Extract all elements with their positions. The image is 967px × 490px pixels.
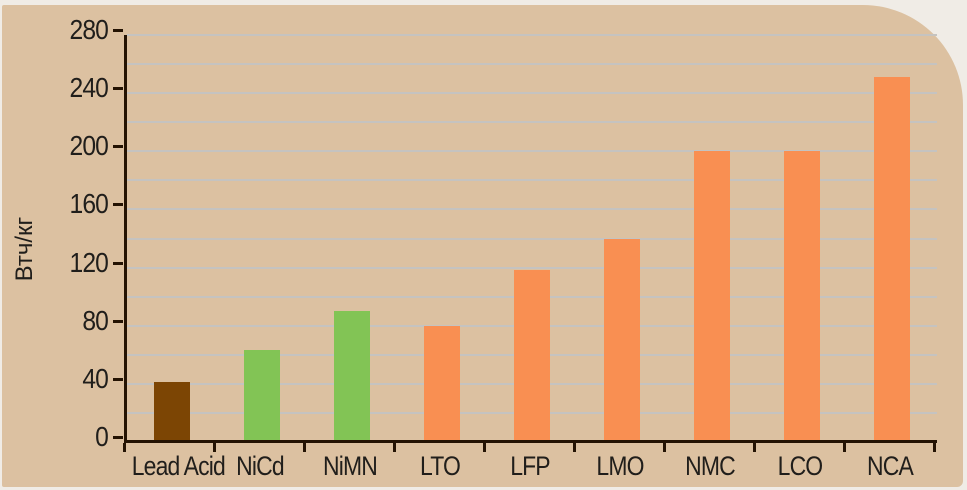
x-category-label: LMO bbox=[596, 451, 644, 481]
bar-lco bbox=[784, 151, 820, 442]
x-category-label: Lead Acid bbox=[131, 451, 226, 481]
bar-lmo bbox=[604, 238, 640, 442]
y-axis-tick bbox=[113, 436, 123, 439]
gridline bbox=[127, 150, 937, 153]
x-category-label: LTO bbox=[420, 451, 461, 481]
y-axis-tick bbox=[113, 145, 123, 149]
y-tick-label: 0 bbox=[95, 421, 109, 452]
x-category-label: LFP bbox=[510, 451, 550, 481]
y-tick-label: 200 bbox=[69, 130, 109, 162]
y-tick-label: 160 bbox=[69, 188, 109, 220]
bar-lto bbox=[424, 325, 460, 442]
gridline bbox=[127, 34, 937, 36]
x-axis-tick bbox=[573, 443, 576, 452]
x-axis-tick bbox=[933, 443, 936, 452]
y-axis-tick bbox=[113, 319, 123, 323]
gridline bbox=[127, 92, 937, 95]
gridline bbox=[127, 208, 937, 211]
x-axis-tick bbox=[393, 443, 396, 452]
y-tick-label: 120 bbox=[69, 246, 109, 278]
bar-lead-acid bbox=[154, 382, 190, 442]
x-axis-tick bbox=[843, 443, 846, 452]
x-category-label: NiCd bbox=[236, 451, 284, 481]
gridline bbox=[127, 266, 937, 269]
y-tick-label: 80 bbox=[82, 304, 109, 336]
chart-panel: Втч/кг 0 40 80 120 160 200 240 280 Lead Acid NiC… bbox=[2, 5, 963, 487]
x-category-label: NiMN bbox=[323, 451, 378, 481]
y-axis-tick bbox=[113, 377, 123, 381]
x-axis-tick bbox=[753, 443, 756, 452]
gridline bbox=[127, 63, 937, 66]
x-axis-tick bbox=[123, 443, 126, 452]
bar-nimn bbox=[334, 311, 370, 442]
gridline bbox=[127, 121, 937, 124]
x-axis-line bbox=[124, 440, 937, 443]
y-axis-tick bbox=[113, 261, 123, 265]
bar-nca bbox=[874, 77, 910, 442]
bar-nicd bbox=[244, 350, 280, 442]
y-axis-title: Втч/кг bbox=[11, 216, 38, 282]
y-tick-label: 280 bbox=[69, 14, 109, 45]
x-axis-tick bbox=[303, 443, 306, 452]
x-axis-tick bbox=[483, 443, 486, 452]
bar-lfp bbox=[514, 270, 550, 442]
y-axis-line bbox=[124, 35, 127, 443]
x-category-label: NCA bbox=[867, 451, 914, 481]
y-tick-label: 240 bbox=[69, 72, 109, 104]
x-category-label: NMC bbox=[685, 451, 736, 481]
x-axis-tick bbox=[663, 443, 666, 452]
gridline bbox=[127, 179, 937, 182]
y-axis-tick bbox=[113, 203, 123, 207]
x-category-label: LCO bbox=[777, 451, 824, 481]
y-tick-label: 40 bbox=[82, 362, 109, 394]
gridline bbox=[127, 237, 937, 240]
y-axis-tick bbox=[113, 87, 123, 91]
plot-area bbox=[127, 34, 937, 442]
x-axis-tick bbox=[213, 443, 216, 452]
bar-nmc bbox=[694, 151, 730, 442]
y-axis-tick bbox=[113, 29, 123, 32]
